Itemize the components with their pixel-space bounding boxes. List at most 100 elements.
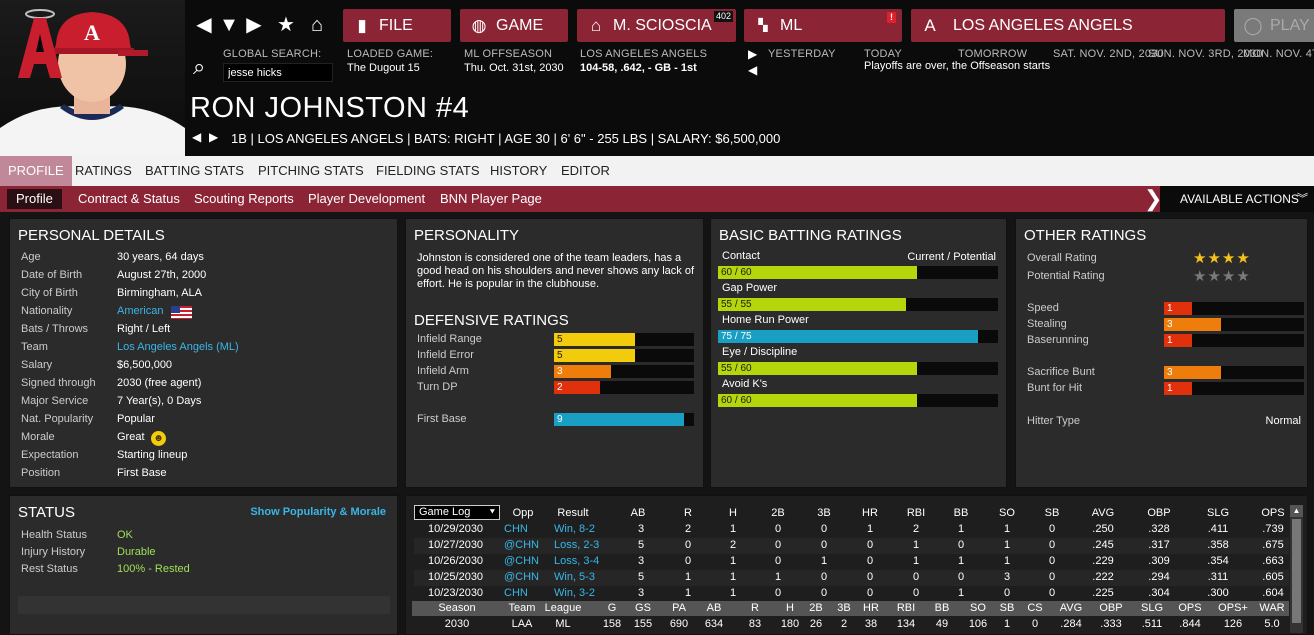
file-button[interactable]: ▮ FILE [343,9,451,42]
game-log-header[interactable]: AVG [1091,507,1115,519]
tab-history[interactable]: HISTORY [490,163,548,178]
season-header[interactable]: 3B [837,602,851,614]
table-row[interactable] [414,586,1289,602]
season-header[interactable]: G [607,602,617,614]
game-log-header[interactable]: R [684,507,692,519]
day-label[interactable]: MON. NOV. 4T [1243,48,1314,60]
opponent-link[interactable]: CHN [504,587,528,599]
subtab-scouting-reports[interactable]: Scouting Reports [194,191,294,206]
tab-profile[interactable]: PROFILE [0,156,72,186]
game-button[interactable]: ◍ GAME [460,9,568,42]
next-player-icon[interactable]: ▶ [209,130,219,144]
season-header[interactable]: OPS [1178,602,1202,614]
season-header[interactable]: League [544,602,582,614]
league-button[interactable]: ▚ ML ! [744,9,902,42]
season-header[interactable]: AB [706,602,722,614]
manager-button[interactable]: ⌂ M. SCIOSCIA 402 [577,9,736,42]
rating-bar: 1 [1164,302,1304,315]
tab-editor[interactable]: EDITOR [561,163,610,178]
season-header[interactable]: Team [508,602,536,614]
result-link[interactable]: Win, 8-2 [554,523,595,535]
season-header[interactable]: AVG [1059,602,1083,614]
detail-value[interactable]: American [117,305,164,317]
result-link[interactable]: Win, 3-2 [554,587,595,599]
game-log-header[interactable]: OBP [1147,507,1171,519]
subtab-player-development[interactable]: Player Development [308,191,426,206]
game-log-header[interactable]: AB [630,507,646,519]
table-row[interactable] [414,570,1289,586]
game-log-header[interactable]: 2B [771,507,785,519]
play-button[interactable]: ◯ PLAY [1234,9,1314,42]
game-log-header[interactable]: Result [557,507,589,519]
global-search-input[interactable] [223,63,333,82]
season-header[interactable]: RBI [896,602,916,614]
result-link[interactable]: Loss, 3-4 [554,555,600,567]
game-log-select[interactable]: Game Log ⯆ [414,505,500,520]
table-row[interactable] [414,554,1289,570]
subtab-bnn-player-page[interactable]: BNN Player Page [440,191,542,206]
season-header[interactable]: H [786,602,794,614]
game-log-header[interactable]: BB [953,507,969,519]
result-link[interactable]: Loss, 2-3 [554,539,600,551]
game-log-header[interactable]: 3B [817,507,831,519]
dropdown-arrow-icon[interactable]: ▼ [219,14,239,36]
back-arrow-icon[interactable]: ◀ [196,14,212,36]
previous-player-icon[interactable]: ◀ [192,130,202,144]
table-row[interactable] [414,538,1289,554]
tomorrow-label[interactable]: TOMORROW [958,48,1028,60]
season-header[interactable]: OBP [1099,602,1123,614]
season-header[interactable]: Season [438,602,476,614]
opponent-link[interactable]: @CHN [504,555,539,567]
search-icon[interactable]: ⌕ [193,54,206,79]
season-header[interactable]: OPS+ [1218,602,1248,614]
advance-day-icon[interactable]: ▶ [748,47,758,61]
tab-ratings[interactable]: RATINGS [75,163,132,178]
season-header[interactable]: 2B [809,602,823,614]
season-header[interactable]: GS [635,602,651,614]
rating-value: 1 [1167,335,1173,346]
opponent-link[interactable]: @CHN [504,571,539,583]
season-header[interactable]: R [751,602,759,614]
scroll-up-icon[interactable]: ▲ [1290,505,1303,517]
season-header[interactable]: WAR [1259,602,1285,614]
game-log-header[interactable]: H [729,507,737,519]
table-row[interactable] [414,522,1289,538]
team-button[interactable]: A LOS ANGELES ANGELS [911,9,1225,42]
game-log-header[interactable]: HR [862,507,878,519]
tab-fielding-stats[interactable]: FIELDING STATS [376,163,480,178]
season-header[interactable]: SLG [1140,602,1163,614]
tab-pitching-stats[interactable]: PITCHING STATS [258,163,364,178]
game-log-scrollbar[interactable]: ▲ [1290,505,1303,633]
season-header[interactable]: SO [970,602,986,614]
yesterday-label[interactable]: YESTERDAY [768,48,836,60]
subtab-contract-status[interactable]: Contract & Status [78,191,180,206]
scrollbar-thumb[interactable] [1292,519,1301,623]
game-log-header[interactable]: RBI [906,507,926,519]
season-header[interactable]: PA [672,602,686,614]
day-label[interactable]: SAT. NOV. 2ND, 2030 [1053,48,1164,60]
day-label[interactable]: SUN. NOV. 3RD, 2030 [1148,48,1263,60]
tab-batting-stats[interactable]: BATTING STATS [145,163,244,178]
season-header[interactable]: SB [999,602,1015,614]
subtab-profile[interactable]: Profile [7,189,62,209]
detail-value[interactable]: Los Angeles Angels (ML) [117,341,239,353]
opponent-link[interactable]: CHN [504,523,528,535]
star-icon[interactable]: ★ [277,14,295,36]
table-cell: 0 [866,587,874,599]
season-header[interactable]: CS [1027,602,1043,614]
available-actions-button[interactable]: AVAILABLE ACTIONS [1160,186,1314,212]
season-header[interactable]: BB [934,602,950,614]
show-popularity-morale-link[interactable]: Show Popularity & Morale [250,506,386,518]
result-link[interactable]: Win, 5-3 [554,571,595,583]
game-log-header[interactable]: SB [1044,507,1060,519]
game-log-header[interactable]: SO [999,507,1015,519]
double-chevron-down-icon[interactable]: ︾ [1297,193,1308,205]
game-log-header[interactable]: Opp [512,507,534,519]
opponent-link[interactable]: @CHN [504,539,539,551]
game-log-header[interactable]: OPS [1261,507,1285,519]
home-icon[interactable]: ⌂ [310,14,324,36]
game-log-header[interactable]: SLG [1206,507,1229,519]
previous-day-icon[interactable]: ◀ [748,63,758,77]
season-header[interactable]: HR [863,602,879,614]
forward-arrow-icon[interactable]: ▶ [246,14,262,36]
